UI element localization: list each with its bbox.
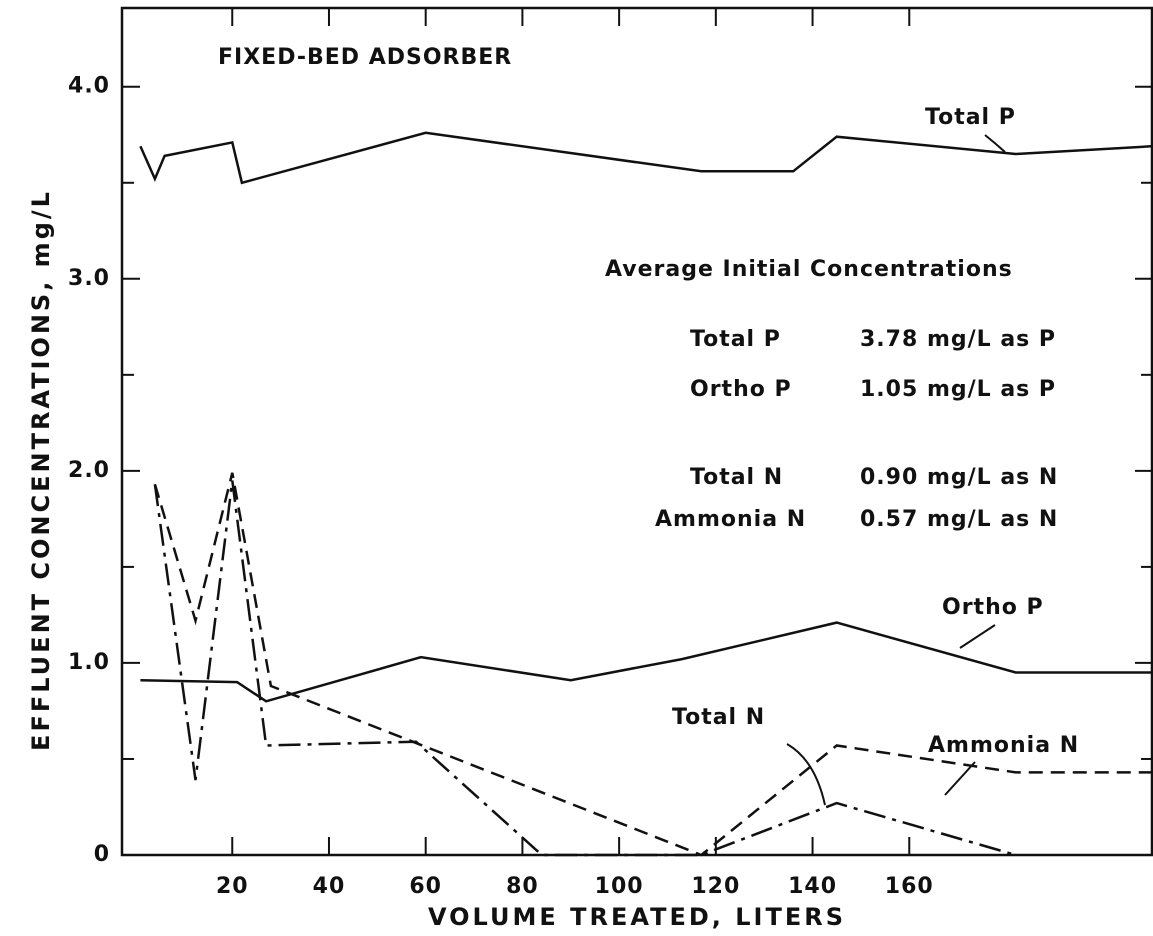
y-tick-label: 2.0 [68,458,110,483]
arrow [944,761,976,796]
series-label: Total P [925,105,1016,130]
inset-label: Total N [690,465,783,490]
arrow [786,743,826,806]
inset-value: 3.78 mg/L as P [860,327,1056,352]
y-axis-title: EFFLUENT CONCENTRATIONS, mg/L [27,189,55,751]
inset-label: Ortho P [690,377,792,402]
inset-title: Average Initial Concentrations [605,257,1013,282]
series-line [139,131,1152,185]
series-line [153,472,1152,857]
y-tick-label: 1.0 [68,650,110,675]
arrow [959,624,996,649]
chart-title: FIXED-BED ADSORBER [218,45,512,70]
x-tick-label: 140 [788,874,837,899]
inset-value: 1.05 mg/L as P [860,377,1056,402]
series-line [140,621,1152,703]
x-tick-label: 160 [885,874,934,899]
series-line [153,480,1017,857]
x-tick-label: 60 [409,874,442,899]
inset-value: 0.57 mg/L as N [860,507,1058,532]
x-tick-label: 80 [506,874,539,899]
x-tick-label: 40 [313,874,346,899]
series-label: Ortho P [942,595,1044,620]
y-tick-label: 4.0 [68,74,110,99]
y-tick-label: 0 [94,842,110,867]
inset-label: Ammonia N [655,507,806,532]
arrow [984,134,1006,153]
series-label: Total N [672,705,765,730]
x-tick-label: 100 [595,874,644,899]
inset-value: 0.90 mg/L as N [860,465,1058,490]
x-tick-label: 120 [691,874,740,899]
y-tick-label: 3.0 [68,266,110,291]
inset-label: Total P [690,327,781,352]
x-tick-label: 20 [216,874,249,899]
x-axis-title: VOLUME TREATED, LITERS [428,903,846,931]
plot-frame [120,6,1153,857]
series-label: Ammonia N [928,733,1079,758]
